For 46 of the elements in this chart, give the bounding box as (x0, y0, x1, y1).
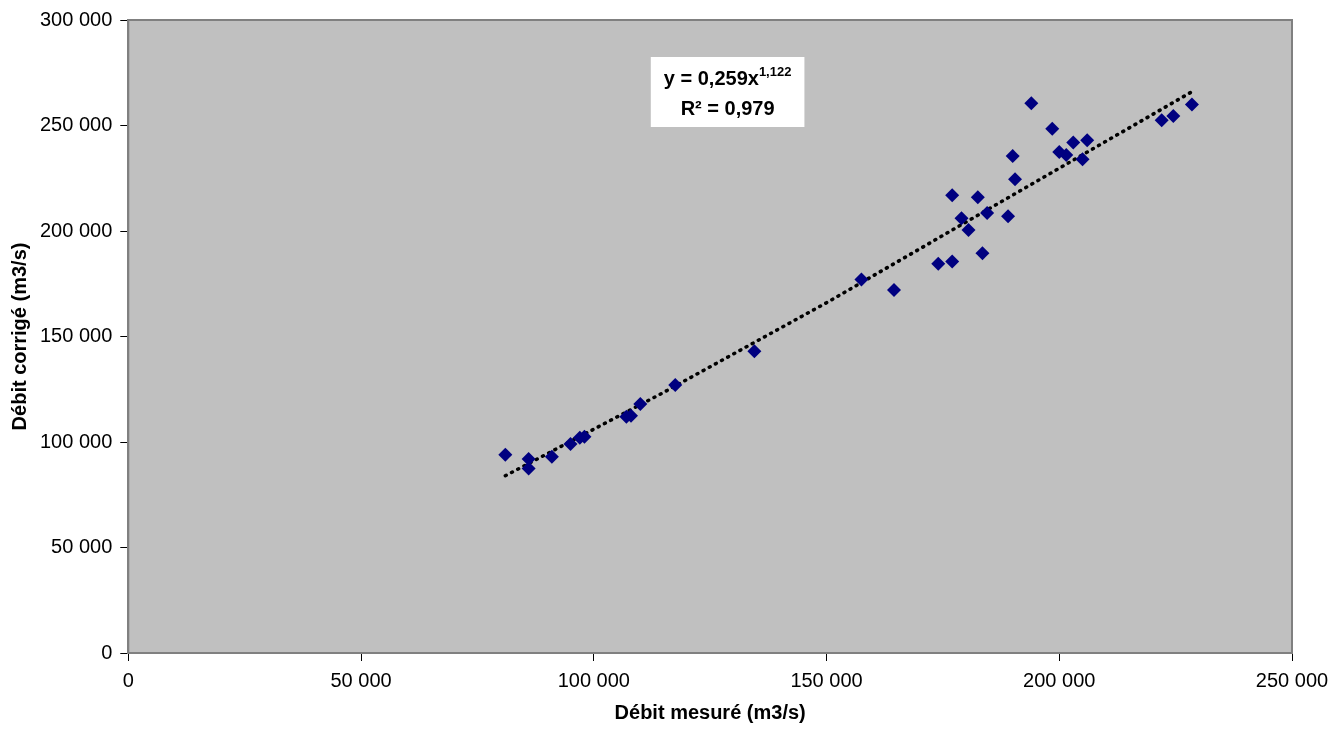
x-tick-label: 100 000 (557, 668, 630, 691)
point (1005, 149, 1020, 164)
x-tick-label: 250 000 (1255, 668, 1329, 691)
point (945, 254, 960, 269)
point (498, 447, 513, 462)
point (544, 449, 559, 464)
point (1184, 97, 1199, 112)
x-tick-label: 150 000 (790, 668, 863, 691)
line-series (503, 89, 1194, 478)
point (854, 272, 869, 287)
point (1154, 113, 1169, 128)
point (563, 437, 578, 452)
y-axis-title: Débit corrigé (m3/s) (7, 242, 30, 431)
point (1024, 96, 1039, 111)
x-axis-title: Débit mesuré (m3/s) (614, 700, 806, 723)
point (945, 188, 960, 203)
y-tick-label: 100 000 (40, 429, 113, 452)
point (954, 211, 969, 226)
point (970, 190, 985, 205)
x-tick-label: 0 (122, 668, 134, 691)
point (633, 397, 648, 412)
y-tick-label: 0 (101, 640, 113, 663)
point (961, 222, 976, 237)
point (521, 451, 536, 466)
point (668, 378, 683, 393)
y-tick-label: 250 000 (40, 113, 113, 136)
x-tick-label: 50 000 (330, 668, 392, 691)
y-tick-label: 150 000 (40, 324, 113, 347)
point (980, 206, 995, 221)
x-tick-label: 200 000 (1023, 668, 1096, 691)
point (1001, 209, 1016, 224)
point (1066, 135, 1081, 150)
point (1166, 109, 1181, 124)
y-tick-label: 50 000 (51, 535, 113, 558)
point (1008, 172, 1023, 187)
point (975, 246, 990, 261)
y-tick-label: 200 000 (40, 218, 113, 241)
point (1045, 121, 1060, 136)
y-tick-label: 300 000 (40, 7, 113, 30)
point (931, 256, 946, 271)
point (1080, 133, 1095, 148)
point (887, 283, 902, 298)
point (747, 344, 762, 359)
point (1075, 152, 1090, 167)
annotation: R² = 0,979 (680, 97, 775, 119)
point (1059, 148, 1074, 163)
